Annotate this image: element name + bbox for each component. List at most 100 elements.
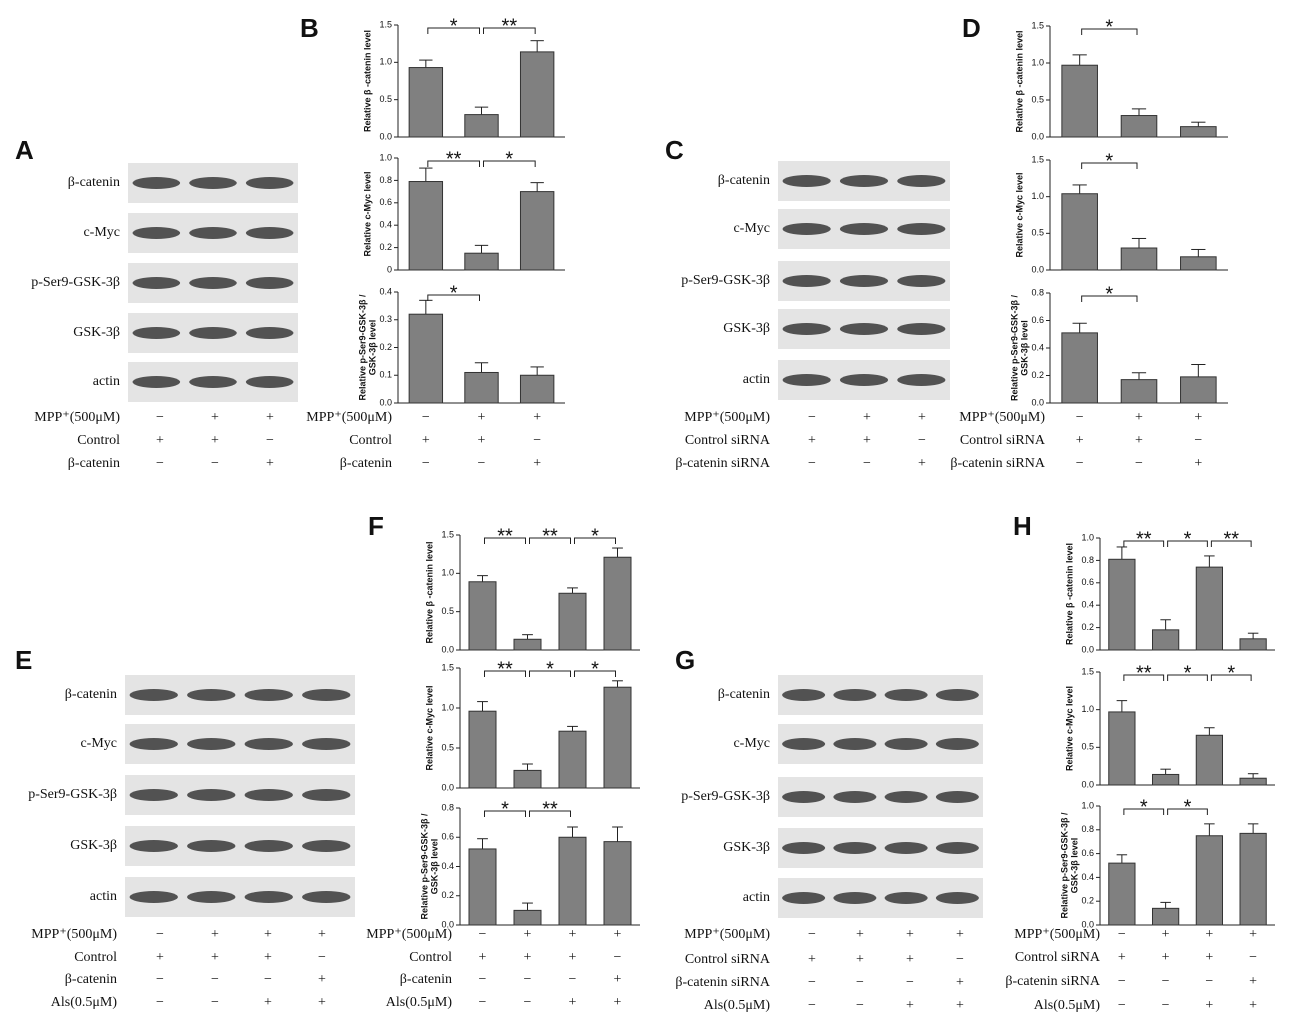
blot-label: c-Myc <box>733 221 770 236</box>
treatment-sign: − <box>422 410 430 425</box>
bar <box>1120 247 1158 271</box>
treatment-sign: − <box>524 995 532 1010</box>
bar <box>408 67 444 138</box>
treatment-sign: + <box>1205 998 1213 1013</box>
treatment-sign: + <box>1194 456 1202 471</box>
treatment-label: β-catenin <box>340 456 392 471</box>
blot-band <box>782 374 831 386</box>
treatment-sign: + <box>956 975 964 990</box>
treatment-sign: + <box>264 995 272 1010</box>
blot-band <box>839 323 889 335</box>
treatment-sign: + <box>1249 998 1257 1013</box>
blot-band <box>302 891 351 903</box>
blot-band <box>244 789 293 801</box>
treatment-sign: + <box>808 433 816 448</box>
significance-bracket <box>483 27 536 34</box>
significance-label: ** <box>502 15 518 37</box>
y-tick-label: 1.0 <box>441 568 454 578</box>
panel-letter: F <box>368 511 384 541</box>
treatment-label: Control <box>349 433 392 448</box>
treatment-label: β-catenin siRNA <box>950 456 1045 471</box>
panel-letter: G <box>675 645 695 675</box>
y-tick-label: 0.4 <box>1081 872 1094 882</box>
y-axis-label: Relative p-Ser9-GSK-3β / <box>1009 294 1019 401</box>
treatment-label: Als(0.5μM) <box>51 995 118 1010</box>
y-axis-label: GSK-3β level <box>367 320 377 376</box>
treatment-label: Control siRNA <box>685 952 771 967</box>
treatment-sign: + <box>211 410 219 425</box>
treatment-sign: − <box>524 972 532 987</box>
bar <box>1180 256 1217 271</box>
blot-label: β-catenin <box>65 687 117 702</box>
treatment-label: Als(0.5μM) <box>386 995 453 1010</box>
y-tick-label: 0.2 <box>379 242 392 252</box>
y-tick-label: 0.2 <box>441 890 454 900</box>
bar <box>1239 638 1267 651</box>
treatment-sign: − <box>918 433 926 448</box>
blot-band <box>132 177 181 189</box>
blot-band <box>782 738 826 750</box>
treatment-sign: + <box>211 433 219 448</box>
blot-label: c-Myc <box>83 225 120 240</box>
bar <box>1152 629 1180 651</box>
blot-band <box>833 738 877 750</box>
treatment-sign: − <box>1205 974 1213 989</box>
treatment-sign: + <box>906 927 914 942</box>
blot-band <box>244 689 293 701</box>
blot-label: actin <box>743 372 770 387</box>
significance-bracket <box>484 810 526 817</box>
y-tick-label: 0.6 <box>1031 315 1044 325</box>
bar <box>1180 126 1217 138</box>
y-tick-label: 0.4 <box>441 861 454 871</box>
blot-label: β-catenin <box>718 173 770 188</box>
panel-letter: E <box>15 645 32 675</box>
treatment-sign: + <box>1162 950 1170 965</box>
y-tick-label: 0.6 <box>1081 848 1094 858</box>
significance-label: * <box>505 148 513 170</box>
treatment-label: MPP⁺(500μM) <box>684 927 770 942</box>
blot-band <box>935 738 979 750</box>
significance-bracket <box>529 537 571 544</box>
treatment-sign: + <box>156 433 164 448</box>
treatment-sign: + <box>956 927 964 942</box>
treatment-sign: + <box>956 998 964 1013</box>
y-tick-label: 0.2 <box>1081 896 1094 906</box>
bar <box>1108 558 1136 651</box>
blot-band <box>132 376 181 388</box>
blot-band <box>782 842 826 854</box>
y-axis-label: Relative p-Ser9-GSK-3β / <box>1059 812 1069 919</box>
treatment-sign: − <box>318 950 326 965</box>
treatment-sign: − <box>808 927 816 942</box>
treatment-sign: + <box>863 433 871 448</box>
treatment-label: Control siRNA <box>960 433 1046 448</box>
treatment-sign: + <box>524 927 532 942</box>
blot-band <box>897 323 946 335</box>
y-tick-label: 0.4 <box>1031 342 1044 352</box>
treatment-sign: − <box>211 972 219 987</box>
significance-bracket <box>427 294 480 301</box>
treatment-sign: + <box>266 410 274 425</box>
blot-label: actin <box>90 889 117 904</box>
treatment-sign: − <box>1118 974 1126 989</box>
significance-label: * <box>1184 528 1192 550</box>
significance-label: ** <box>542 525 558 547</box>
blot-band <box>833 689 877 701</box>
bar <box>519 374 555 404</box>
treatment-label: MPP⁺(500μM) <box>306 410 392 425</box>
y-axis-label: Relative β -catenin level <box>424 541 434 643</box>
treatment-sign: + <box>264 927 272 942</box>
blot-band <box>935 842 979 854</box>
significance-bracket <box>529 670 571 677</box>
bar <box>1239 832 1267 926</box>
y-tick-label: 1.0 <box>1081 532 1094 542</box>
significance-label: * <box>546 658 554 680</box>
significance-label: * <box>1184 796 1192 818</box>
bar <box>558 836 587 926</box>
treatment-sign: − <box>808 456 816 471</box>
significance-label: ** <box>542 798 558 820</box>
treatment-sign: + <box>1076 433 1084 448</box>
y-tick-label: 0.0 <box>441 644 454 654</box>
y-tick-label: 0.5 <box>441 742 454 752</box>
y-tick-label: 0.4 <box>379 286 392 296</box>
